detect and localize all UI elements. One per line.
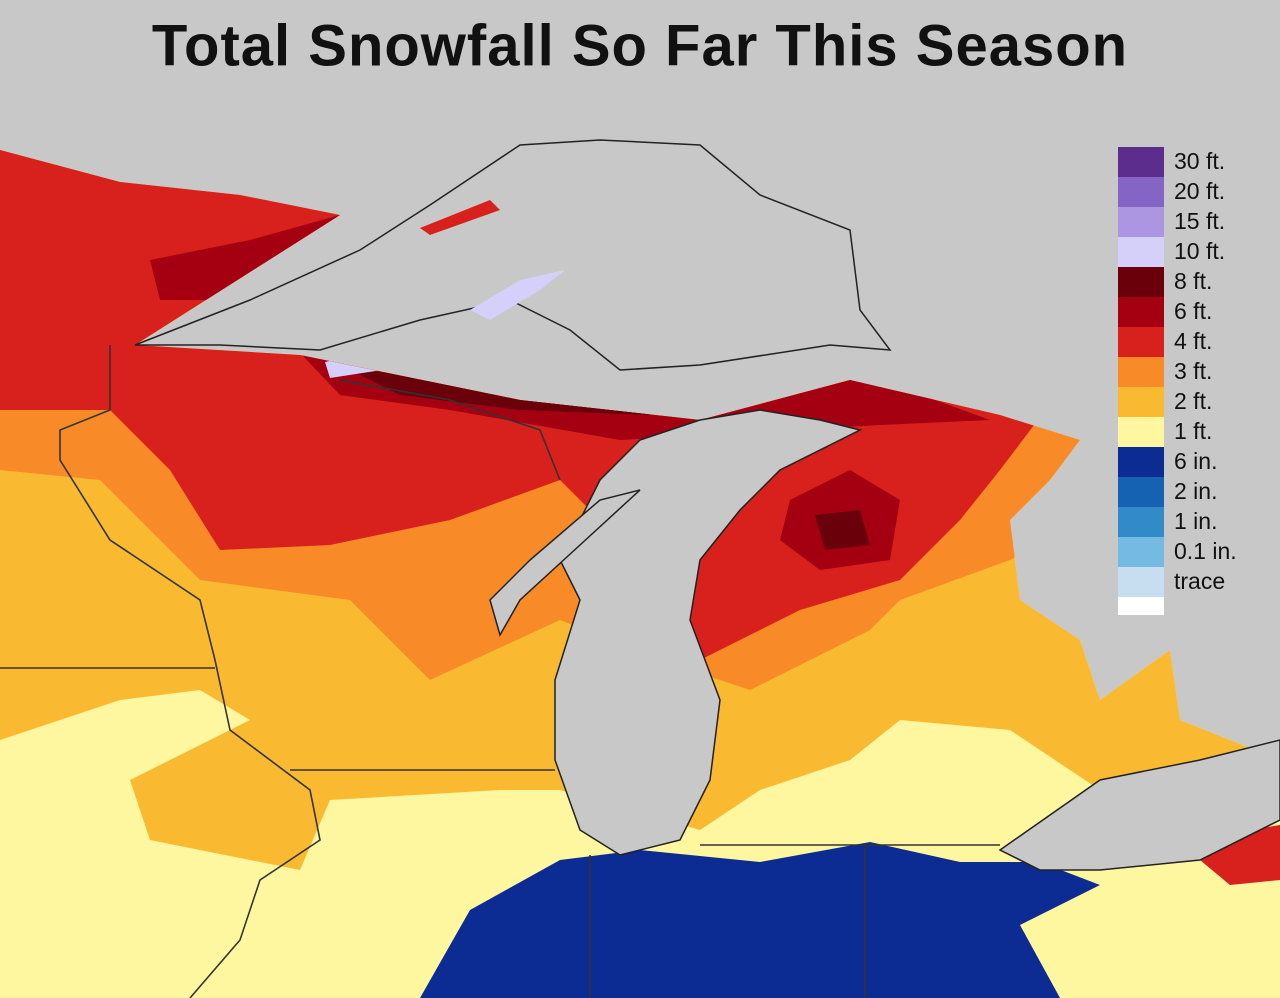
legend-label: 2 ft. — [1174, 388, 1212, 414]
legend-label: 2 in. — [1174, 478, 1217, 504]
legend-label: 6 ft. — [1174, 298, 1212, 324]
legend-label: 4 ft. — [1174, 328, 1212, 354]
state-border-wi-mi — [339, 379, 561, 481]
state-border-mn-wi — [59, 345, 321, 998]
lake-erie — [998, 739, 1280, 871]
legend-swatch — [1118, 387, 1164, 417]
band-4ft-east — [1200, 825, 1280, 885]
band-8ft-lp — [815, 510, 870, 550]
legend-swatch — [1118, 237, 1164, 267]
legend-label: trace — [1174, 568, 1225, 594]
legend-swatch — [1118, 537, 1164, 567]
legend-swatch — [1118, 417, 1164, 447]
green-bay — [489, 489, 641, 637]
legend-label: 1 ft. — [1174, 418, 1212, 444]
legend-label: 3 ft. — [1174, 358, 1212, 384]
legend-swatch-white — [1118, 597, 1164, 615]
legend-swatch — [1118, 567, 1164, 597]
isle-royale — [420, 200, 500, 235]
legend: 30 ft. 20 ft. 15 ft. 10 ft. 8 ft. 6 ft. 4 ft. 3… — [1118, 147, 1237, 615]
legend-label: 8 ft. — [1174, 268, 1212, 294]
legend-label: 1 in. — [1174, 508, 1217, 534]
lake-superior — [134, 139, 892, 371]
legend-swatch — [1118, 177, 1164, 207]
lake-michigan — [554, 409, 863, 856]
legend-swatch — [1118, 297, 1164, 327]
legend-swatch — [1118, 447, 1164, 477]
legend-label: 30 ft. — [1174, 148, 1225, 174]
legend-label: 15 ft. — [1174, 208, 1225, 234]
legend-swatch — [1118, 357, 1164, 387]
legend-swatch — [1118, 327, 1164, 357]
legend-swatch — [1118, 207, 1164, 237]
legend-swatch — [1118, 477, 1164, 507]
legend-swatch — [1118, 267, 1164, 297]
legend-label: 0.1 in. — [1174, 538, 1237, 564]
map-title: Total Snowfall So Far This Season — [152, 13, 1128, 78]
keweenaw-snow — [470, 270, 565, 320]
legend-label: 10 ft. — [1174, 238, 1225, 264]
legend-swatch — [1118, 507, 1164, 537]
legend-label: 6 in. — [1174, 448, 1217, 474]
legend-label: 20 ft. — [1174, 178, 1225, 204]
legend-swatch — [1118, 147, 1164, 177]
